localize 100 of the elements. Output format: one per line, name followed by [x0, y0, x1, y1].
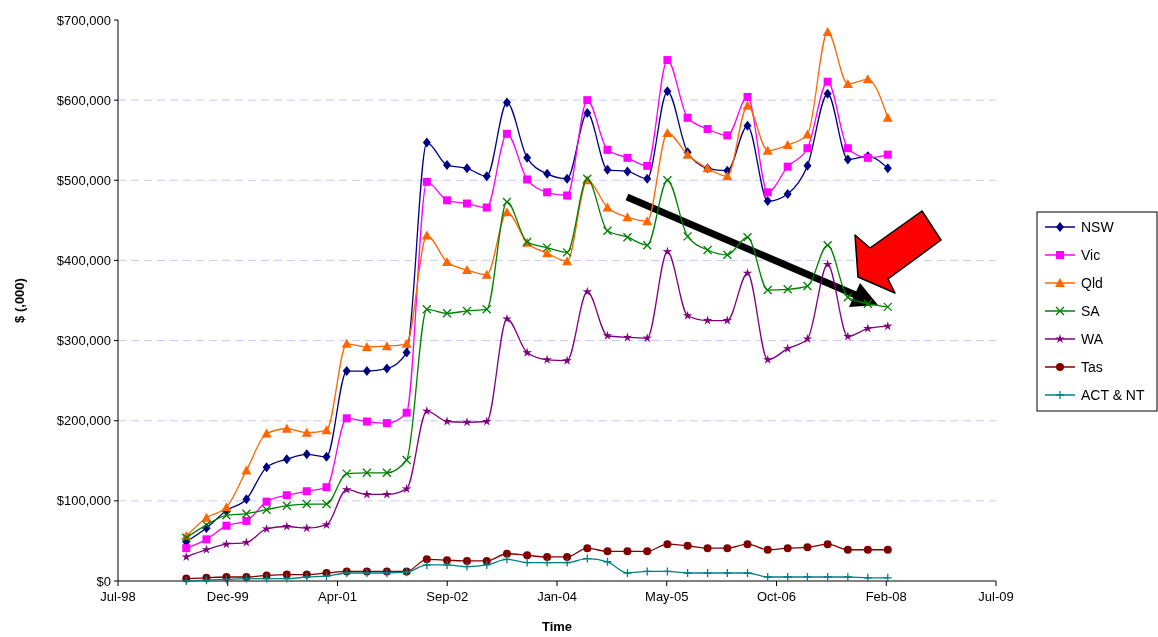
- point: [722, 315, 733, 325]
- point: [562, 247, 572, 258]
- point: [643, 547, 652, 556]
- point: [763, 545, 772, 554]
- point: [543, 552, 552, 561]
- point: [843, 292, 853, 302]
- point: [682, 231, 693, 242]
- point: [302, 449, 311, 460]
- point: [723, 544, 732, 553]
- point: [321, 425, 332, 435]
- point: [823, 88, 832, 99]
- point: [742, 100, 753, 110]
- point: [382, 363, 391, 374]
- y-tick-label: $500,000: [56, 172, 111, 188]
- point: [462, 561, 472, 572]
- point: [462, 265, 473, 275]
- point: [783, 544, 792, 553]
- point: [482, 171, 491, 182]
- point: [782, 140, 793, 150]
- point: [783, 188, 792, 199]
- point: [463, 199, 472, 208]
- point: [742, 232, 753, 242]
- point: [743, 540, 752, 549]
- point: [201, 520, 212, 530]
- point: [221, 502, 232, 512]
- point: [722, 250, 732, 260]
- point: [282, 501, 292, 511]
- point: [562, 557, 572, 568]
- x-tick-label: Sep-02: [426, 589, 469, 604]
- point: [823, 540, 832, 549]
- point: [282, 491, 291, 500]
- point: [682, 568, 693, 578]
- point: [783, 572, 793, 582]
- point: [702, 245, 713, 255]
- point: [361, 341, 372, 351]
- point: [242, 516, 251, 525]
- point: [782, 343, 793, 353]
- point: [422, 560, 432, 570]
- point: [803, 144, 812, 153]
- x-tick-label: Oct-06: [756, 589, 797, 604]
- point: [241, 537, 252, 547]
- point: [261, 523, 272, 533]
- x-tick-label: Jul-98: [100, 589, 136, 604]
- point: [282, 521, 292, 531]
- point: [443, 160, 452, 171]
- point: [863, 323, 873, 333]
- x-tick-label: Apr-01: [317, 589, 358, 604]
- point: [362, 489, 372, 499]
- point: [242, 494, 251, 505]
- point: [802, 129, 813, 139]
- point: [802, 281, 813, 291]
- point: [261, 505, 272, 515]
- point: [702, 315, 713, 325]
- point: [422, 177, 431, 186]
- point: [783, 162, 792, 171]
- y-tick-label: $0: [96, 573, 111, 589]
- point: [182, 544, 191, 553]
- point: [802, 333, 813, 344]
- point: [522, 347, 532, 357]
- point: [563, 552, 572, 561]
- point: [562, 355, 572, 365]
- point: [523, 551, 532, 560]
- point: [843, 545, 852, 554]
- point: [783, 284, 793, 294]
- point: [763, 285, 773, 295]
- y-tick-label: $400,000: [56, 252, 111, 268]
- x-tick-label: Jan-04: [537, 589, 577, 604]
- point: [603, 145, 612, 154]
- point: [241, 509, 252, 519]
- point: [261, 428, 272, 438]
- point: [422, 137, 431, 148]
- point: [763, 572, 773, 582]
- point: [863, 299, 873, 309]
- point: [463, 163, 472, 174]
- point: [663, 86, 672, 97]
- point: [482, 304, 492, 314]
- point: [843, 154, 852, 165]
- point: [823, 77, 832, 86]
- point: [722, 171, 733, 181]
- point: [422, 555, 431, 564]
- point: [462, 417, 472, 427]
- point: [742, 268, 753, 278]
- point: [883, 163, 892, 174]
- point: [583, 107, 592, 118]
- point: [201, 512, 212, 522]
- point: [222, 521, 231, 530]
- x-axis-title: Time: [541, 619, 573, 634]
- point: [542, 557, 552, 568]
- point: [583, 96, 592, 105]
- point: [703, 124, 712, 133]
- legend-label: NSW: [1081, 219, 1115, 235]
- point: [362, 417, 371, 426]
- legend-label: SA: [1081, 303, 1101, 319]
- point: [883, 302, 893, 312]
- point: [463, 556, 472, 565]
- point: [863, 545, 872, 554]
- legend-label: ACT & NT: [1081, 387, 1145, 403]
- point: [623, 153, 632, 162]
- point: [502, 313, 512, 323]
- x-tick-label: May-05: [645, 589, 689, 604]
